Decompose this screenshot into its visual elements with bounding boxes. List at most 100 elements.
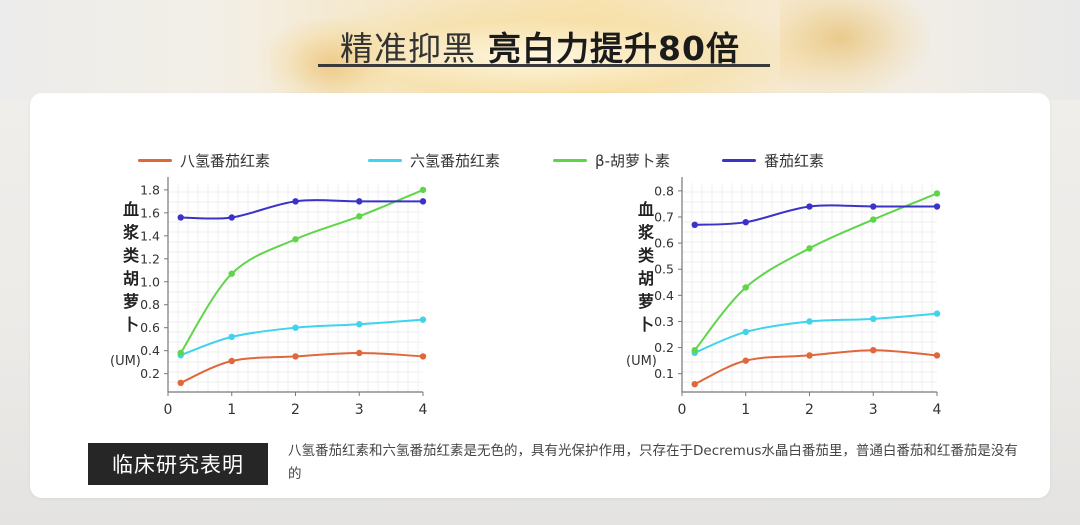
legend-swatch xyxy=(138,158,172,162)
legend-swatch xyxy=(368,158,402,162)
legend-item-beta-carotene: β-胡萝卜素 xyxy=(553,150,670,170)
data-point xyxy=(292,353,299,360)
y-tick-label: 1.0 xyxy=(140,274,160,289)
series-1 xyxy=(691,310,941,357)
header-banner xyxy=(0,0,1080,100)
data-point xyxy=(806,318,813,325)
series-2 xyxy=(177,186,427,357)
data-point xyxy=(870,216,877,223)
series-0 xyxy=(691,347,941,388)
legend-label: β-胡萝卜素 xyxy=(595,151,670,170)
series-3 xyxy=(691,203,941,228)
y-tick-label: 0.1 xyxy=(654,366,674,381)
data-point xyxy=(419,186,427,194)
y-tick-label: 1.8 xyxy=(140,182,160,197)
data-point xyxy=(356,349,363,357)
data-point xyxy=(742,218,749,226)
series-2 xyxy=(691,190,941,354)
data-point xyxy=(356,213,363,220)
data-point xyxy=(691,221,698,228)
y-tick-label: 0.8 xyxy=(654,183,674,198)
y-axis-label-left: 血浆类胡萝卜 xyxy=(122,200,139,334)
y-tick-label: 0.7 xyxy=(654,209,674,224)
data-point xyxy=(177,379,184,387)
y-tick-label: 0.2 xyxy=(140,366,160,381)
data-point xyxy=(933,352,941,359)
legend-label: 六氢番茄红素 xyxy=(410,151,501,170)
data-point xyxy=(742,328,749,336)
data-point xyxy=(870,315,877,323)
data-point xyxy=(933,190,941,197)
banner-gold-accent-left xyxy=(270,20,390,95)
y-tick-label: 1.2 xyxy=(140,251,160,266)
legend-item-lycopene: 番茄红素 xyxy=(722,150,824,170)
data-point xyxy=(806,245,813,252)
y-tick-label: 0.8 xyxy=(140,297,160,312)
data-point xyxy=(691,347,698,354)
data-point xyxy=(228,214,235,221)
series-0 xyxy=(177,349,427,387)
data-point xyxy=(933,310,941,317)
data-point xyxy=(742,357,749,364)
data-point xyxy=(691,380,698,388)
data-point xyxy=(806,203,813,210)
data-point xyxy=(228,357,235,365)
legend-label: 番茄红素 xyxy=(764,151,825,170)
data-point xyxy=(419,316,427,323)
series-line xyxy=(694,349,938,386)
data-point xyxy=(419,353,427,360)
series-line xyxy=(694,312,938,354)
x-tick-label: 0 xyxy=(164,402,173,418)
x-tick-label: 2 xyxy=(291,402,300,418)
data-point xyxy=(419,198,427,205)
banner-gold-accent-right xyxy=(780,0,930,95)
legend-label: 八氢番茄红素 xyxy=(180,151,271,170)
headline-underline xyxy=(318,64,770,67)
x-tick-label: 2 xyxy=(805,402,814,418)
legend-swatch xyxy=(553,158,587,162)
y-tick-label: 0.4 xyxy=(654,288,674,303)
y-tick-label: 0.3 xyxy=(654,314,674,329)
data-point xyxy=(356,321,363,328)
data-point xyxy=(228,270,235,277)
data-point xyxy=(870,203,877,210)
y-tick-label: 0.5 xyxy=(654,262,674,277)
y-axis-label-right: 血浆类胡萝卜 xyxy=(637,200,654,334)
x-tick-label: 4 xyxy=(933,402,942,418)
y-tick-label: 0.6 xyxy=(140,320,160,335)
data-point xyxy=(870,347,877,354)
footer-description: 八氢番茄红素和六氢番茄红素是无色的，具有光保护作用，只存在于Decremus水晶… xyxy=(288,443,1018,482)
data-point xyxy=(356,198,363,205)
data-point xyxy=(806,352,813,359)
data-point xyxy=(292,324,299,331)
chart-grid xyxy=(681,183,937,393)
data-point xyxy=(933,203,941,210)
chart-card xyxy=(30,93,1050,498)
y-tick-label: 0.4 xyxy=(140,343,160,358)
headline-part2: 亮白力提升80倍 xyxy=(488,29,740,68)
data-point xyxy=(177,349,184,357)
legend-swatch xyxy=(722,158,756,162)
data-point xyxy=(292,236,299,243)
x-tick-label: 1 xyxy=(227,402,236,418)
data-point xyxy=(292,198,299,205)
x-tick-label: 4 xyxy=(419,402,428,418)
y-tick-label: 0.6 xyxy=(654,236,674,251)
x-tick-label: 3 xyxy=(869,402,878,418)
y-tick-label: 1.6 xyxy=(140,205,160,220)
y-tick-label: 0.2 xyxy=(654,340,674,355)
y-axis-unit-left: (UM) xyxy=(110,354,141,369)
x-tick-label: 1 xyxy=(741,402,750,418)
data-point xyxy=(177,214,184,221)
y-axis-unit-right: (UM) xyxy=(626,354,657,369)
x-tick-label: 0 xyxy=(678,402,687,418)
clinical-study-badge: 临床研究表明 xyxy=(88,443,268,485)
legend-item-hexahydrolycopene: 六氢番茄红素 xyxy=(368,150,500,170)
series-3 xyxy=(177,198,427,221)
headline: 精准抑黑 亮白力提升80倍 xyxy=(0,22,1080,70)
chart-grid xyxy=(167,183,423,393)
data-point xyxy=(742,284,749,291)
legend-item-octahydrolycopene: 八氢番茄红素 xyxy=(138,150,270,170)
